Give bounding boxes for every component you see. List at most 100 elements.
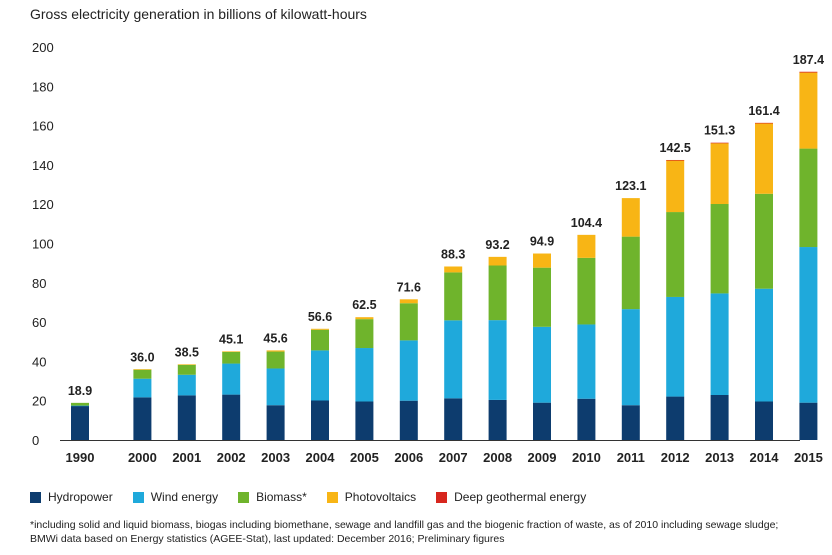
bar-segment (621, 236, 640, 310)
bar-segment (533, 253, 551, 268)
bar-total-label: 104.4 (571, 216, 602, 230)
bar-segment (177, 364, 196, 375)
bar-segment (755, 401, 773, 440)
bar-segment (799, 247, 818, 403)
bar-segment (444, 398, 463, 440)
x-tick-label: 2003 (261, 450, 290, 465)
y-tick-label: 20 (32, 394, 46, 409)
bar-segment (577, 324, 596, 399)
bar-segment (666, 212, 685, 297)
footnote-line-1: *including solid and liquid biomass, bio… (30, 519, 779, 531)
y-tick-label: 100 (32, 237, 54, 252)
bar-segment (621, 309, 640, 406)
legend-label: Photovoltaics (344, 490, 417, 504)
y-tick-label: 200 (32, 40, 54, 55)
bar-segment (621, 198, 640, 237)
x-tick-label: 2014 (750, 450, 780, 465)
bar-total-label: 18.9 (68, 384, 92, 398)
bar-segment (355, 317, 374, 320)
bar-segment (266, 351, 285, 369)
bar-segment (399, 340, 418, 401)
y-axis: 0 20 40 60 80 100 120 140 160 180 200 (32, 40, 54, 448)
bar-segment (444, 320, 463, 399)
y-tick-label: 40 (32, 354, 46, 369)
bar-total-label: 56.6 (308, 310, 332, 324)
legend-label: Hydropower (48, 490, 113, 504)
bar-totals: 18.9 36.0 38.5 45.1 45.6 56.6 62.5 71.6 88.3 93.2… (68, 53, 824, 398)
bar-segment (133, 378, 152, 398)
x-axis: 1990 2000 2001 2002 2003 2004 2005 2006 2007 2008… (60, 440, 823, 465)
x-tick-label: 2013 (705, 450, 734, 465)
bar-segment (577, 398, 596, 440)
bar-total-label: 88.3 (441, 247, 465, 261)
x-tick-label: 2006 (394, 450, 423, 465)
bar-segment (222, 394, 241, 440)
legend-label: Biomass* (256, 490, 307, 504)
bar-total-label: 151.3 (704, 124, 735, 138)
bar-segment (266, 405, 285, 440)
x-tick-label: 2004 (306, 450, 336, 465)
legend-swatch (238, 491, 250, 503)
bar-total-label: 123.1 (615, 179, 646, 193)
legend-swatch (132, 491, 144, 503)
bar-segment (799, 71, 818, 73)
bar-segment (177, 374, 196, 396)
x-tick-label: 2001 (172, 450, 201, 465)
x-tick-label: 2007 (439, 450, 468, 465)
bar-segment (755, 288, 773, 402)
bar-segment (710, 395, 729, 440)
bar-total-label: 161.4 (748, 104, 779, 118)
bar-total-label: 187.4 (793, 53, 824, 67)
bar-total-label: 36.0 (130, 350, 154, 364)
x-tick-label: 2011 (617, 450, 645, 465)
bar-segment (133, 397, 152, 440)
bar-segment (755, 122, 773, 124)
y-tick-label: 160 (32, 119, 54, 134)
bars (71, 71, 818, 440)
bar-total-label: 142.5 (660, 141, 691, 155)
bar-segment (710, 293, 729, 396)
bar-segment (799, 72, 818, 149)
bar-segment (533, 402, 551, 440)
x-tick-label: 2015 (794, 450, 823, 465)
bar-segment (311, 329, 329, 351)
footnote-line-2: BMWi data based on Energy statistics (AG… (30, 533, 505, 545)
bar-segment (666, 296, 685, 397)
bar-segment (266, 350, 285, 352)
bar-segment (311, 400, 329, 440)
legend-label: Deep geothermal energy (454, 490, 587, 504)
y-tick-label: 60 (32, 315, 46, 330)
bar-segment (666, 396, 685, 440)
bar-segment (710, 143, 729, 205)
legend-label: Wind energy (150, 490, 219, 504)
y-tick-label: 80 (32, 276, 46, 291)
bar-segment (533, 267, 551, 327)
bar-segment (266, 368, 285, 406)
footnote: *including solid and liquid biomass, bio… (30, 518, 830, 546)
legend-item: Biomass* (238, 490, 307, 504)
bar-segment (399, 400, 418, 440)
bar-segment (355, 401, 374, 440)
bar-segment (755, 193, 773, 289)
bar-total-label: 93.2 (485, 238, 509, 252)
bar-segment (355, 319, 374, 349)
bar-segment (133, 369, 152, 370)
bar-segment (710, 142, 729, 144)
bar-segment (133, 369, 152, 379)
x-tick-label: 2000 (128, 450, 157, 465)
bar-segment (621, 405, 640, 440)
bar-segment (488, 256, 507, 266)
bar-segment (311, 328, 329, 330)
y-tick-label: 140 (32, 158, 54, 173)
bar-segment (311, 350, 329, 401)
bar-segment (799, 402, 818, 440)
bar-segment (222, 363, 241, 395)
bar-segment (533, 326, 551, 403)
x-tick-label: 2008 (483, 450, 512, 465)
legend-item: Photovoltaics (326, 490, 417, 504)
bar-segment (755, 123, 773, 194)
legend-swatch (326, 491, 338, 503)
y-tick-label: 120 (32, 197, 54, 212)
bar-total-label: 62.5 (352, 298, 376, 312)
bar-segment (71, 402, 89, 406)
